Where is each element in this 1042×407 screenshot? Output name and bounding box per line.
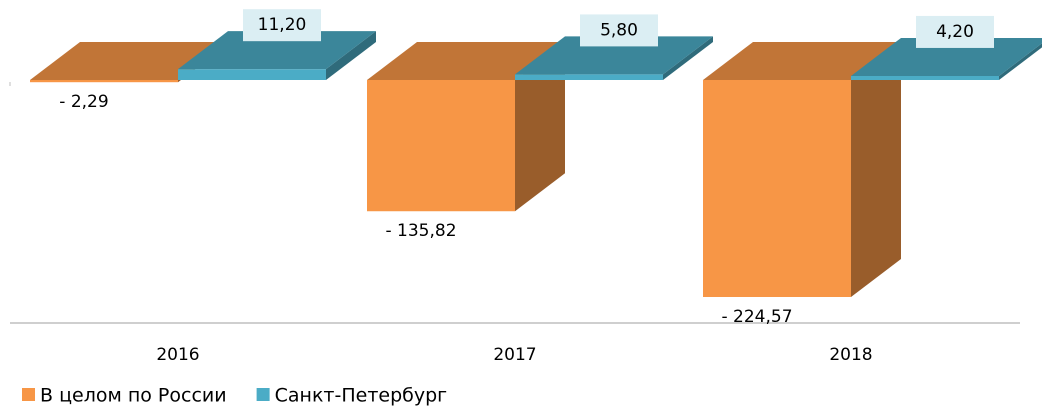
data-label-box — [580, 14, 658, 47]
bar — [367, 80, 515, 212]
data-label: 11,20 — [258, 15, 307, 35]
bar — [515, 74, 663, 80]
data-label: 4,20 — [936, 22, 974, 42]
data-label-box — [243, 9, 321, 42]
legend-swatch — [256, 388, 270, 401]
bar-side — [999, 43, 1042, 80]
legend-label: В целом по России — [40, 385, 227, 407]
bar-side — [515, 42, 565, 212]
data-label: - 224,57 — [721, 307, 792, 327]
bar — [178, 69, 326, 80]
bar-side — [326, 31, 376, 80]
bar — [851, 75, 999, 80]
bar-side — [851, 42, 901, 297]
bar-top — [515, 36, 713, 75]
data-label: - 135,82 — [385, 221, 456, 241]
data-label: - 2,29 — [59, 92, 108, 112]
bar — [703, 80, 851, 297]
bar-top — [178, 31, 376, 70]
bar-side — [663, 36, 713, 80]
x-tick-label: 2017 — [493, 345, 536, 365]
data-label: 5,80 — [600, 20, 638, 40]
x-tick-label: 2018 — [829, 345, 872, 365]
legend-swatch — [22, 388, 35, 401]
bar-top — [703, 42, 901, 80]
x-tick-label: 2016 — [156, 345, 199, 365]
bar-top — [851, 37, 1042, 76]
legend-label: Санкт-Петербург — [275, 385, 448, 407]
bar — [30, 80, 178, 83]
data-label-box — [916, 15, 994, 48]
bar-top — [367, 42, 565, 80]
